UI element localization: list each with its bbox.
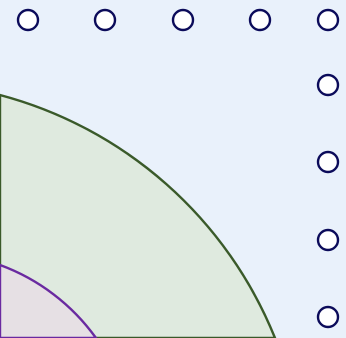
marker-circle (316, 305, 340, 329)
marker-circle (16, 8, 40, 32)
outer-zone-green (0, 93, 277, 338)
marker-circle (316, 73, 340, 97)
marker-group (16, 8, 340, 329)
marker-circle (316, 8, 340, 32)
marker-circle (316, 228, 340, 252)
marker-circle (93, 8, 117, 32)
marker-circle (248, 8, 272, 32)
marker-circle (171, 8, 195, 32)
marker-circle (316, 150, 340, 174)
